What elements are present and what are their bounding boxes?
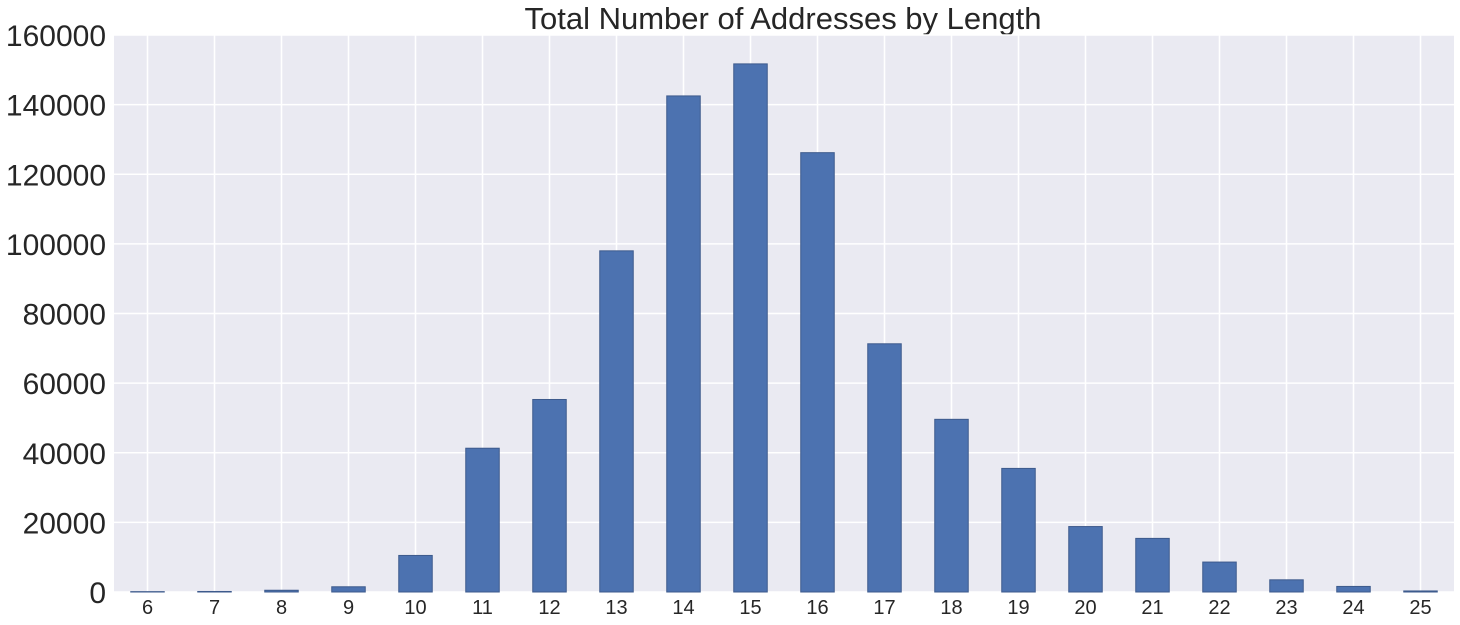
x-axis-ticks: 6 7 8 9 10 11 12 13 14 15 16 17 18 19 20 21 22 23 24 25 — [142, 597, 1432, 619]
bar-24 — [1336, 585, 1371, 593]
bar-21 — [1135, 537, 1170, 593]
y-tick-label: 100000 — [6, 229, 106, 262]
bar-16 — [800, 152, 835, 593]
x-tick-label: 15 — [739, 597, 761, 619]
x-tick-label: 7 — [209, 597, 220, 619]
bar-10 — [398, 554, 433, 593]
bars — [130, 63, 1438, 593]
chart-title: Total Number of Addresses by Length — [525, 1, 1042, 36]
x-tick-label: 22 — [1208, 597, 1230, 619]
x-tick-label: 9 — [343, 597, 354, 619]
y-tick-label: 40000 — [23, 438, 106, 471]
x-tick-label: 23 — [1275, 597, 1297, 619]
x-tick-label: 6 — [142, 597, 153, 619]
bar-20 — [1068, 526, 1103, 593]
y-tick-label: 80000 — [23, 299, 106, 332]
bar-14 — [666, 95, 701, 593]
bar-11 — [465, 447, 500, 593]
bar-17 — [867, 343, 902, 593]
bar-18 — [934, 418, 969, 593]
x-tick-label: 10 — [404, 597, 426, 619]
bar-9 — [331, 586, 366, 593]
bar-8 — [264, 589, 299, 593]
bar-15 — [733, 63, 768, 593]
x-tick-label: 16 — [806, 597, 828, 619]
y-axis-ticks: 0 20000 40000 60000 80000 100000 120000 140000 1… — [6, 20, 106, 610]
y-tick-label: 140000 — [6, 90, 106, 123]
x-tick-label: 13 — [605, 597, 627, 619]
y-tick-label: 160000 — [6, 20, 106, 53]
x-tick-label: 24 — [1342, 597, 1364, 619]
y-tick-label: 20000 — [23, 507, 106, 540]
bar-13 — [599, 250, 634, 593]
bar-12 — [532, 398, 567, 593]
x-tick-label: 17 — [873, 597, 895, 619]
x-tick-label: 19 — [1007, 597, 1029, 619]
bar-23 — [1269, 579, 1304, 593]
x-tick-label: 12 — [538, 597, 560, 619]
y-tick-label: 60000 — [23, 368, 106, 401]
y-tick-label: 120000 — [6, 159, 106, 192]
bar-19 — [1001, 467, 1036, 593]
x-tick-label: 14 — [672, 597, 694, 619]
bar-22 — [1202, 561, 1237, 593]
x-tick-label: 25 — [1409, 597, 1431, 619]
x-tick-label: 8 — [276, 597, 287, 619]
bar-25 — [1403, 590, 1438, 593]
y-tick-label: 0 — [89, 577, 106, 610]
bar-7 — [197, 590, 232, 593]
x-tick-label: 18 — [940, 597, 962, 619]
x-tick-label: 21 — [1141, 597, 1163, 619]
x-tick-label: 20 — [1074, 597, 1096, 619]
x-tick-label: 11 — [472, 597, 493, 619]
